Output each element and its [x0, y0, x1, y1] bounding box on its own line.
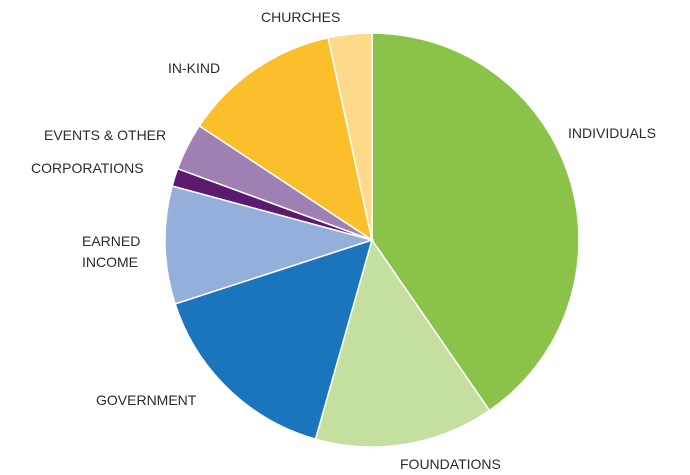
pie-slice-individuals [371, 32, 580, 412]
slice-label-churches: CHURCHES [261, 9, 340, 25]
pie-labels: INDIVIDUALS FOUNDATIONS GOVERNMENT EARNED IN… [31, 9, 656, 472]
pie-slice-churches [327, 32, 373, 241]
slice-label-government: GOVERNMENT [96, 392, 197, 408]
pie-slice-government [174, 238, 374, 441]
pie-slice-in-kind [198, 36, 374, 242]
pie-slices [164, 32, 580, 448]
slice-label-corporations: CORPORATIONS [31, 160, 144, 176]
pie-slice-earned-income [164, 185, 375, 305]
slice-label-foundations: FOUNDATIONS [400, 456, 501, 472]
slice-label-events-other: EVENTS & OTHER [44, 127, 166, 143]
slice-label-earned-income: EARNED INCOME [82, 233, 140, 270]
slice-label-in-kind: IN-KIND [168, 60, 220, 76]
slice-label-individuals: INDIVIDUALS [568, 125, 656, 141]
pie-slice-foundations [314, 238, 491, 448]
